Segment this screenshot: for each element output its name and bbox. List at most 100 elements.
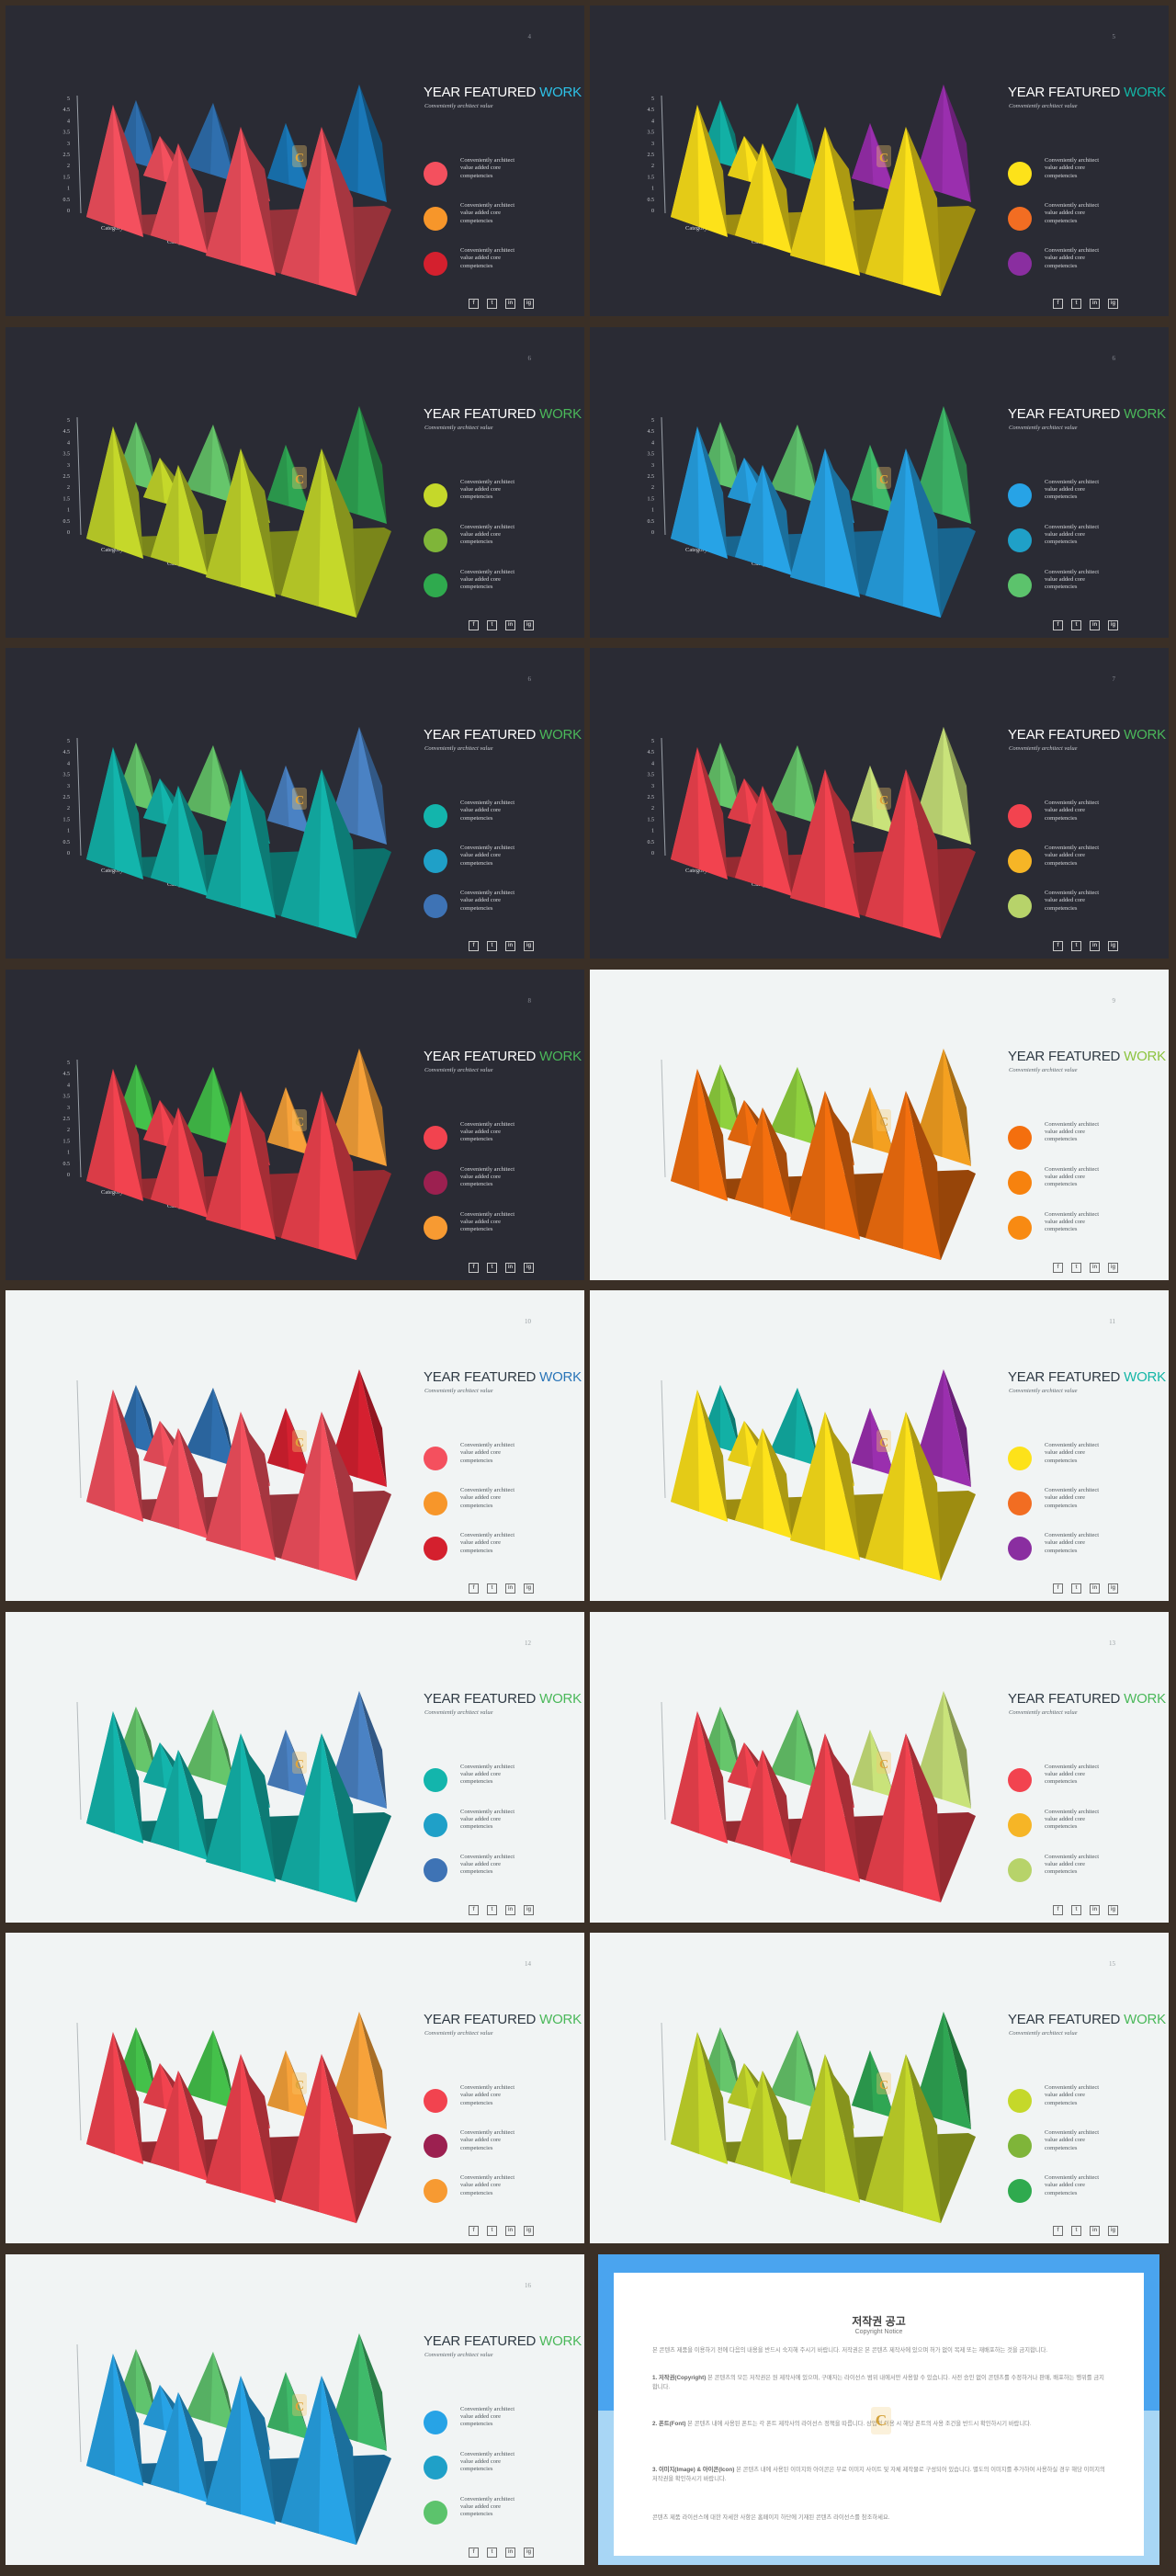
legend-item: Conveniently architect value added core co… <box>424 569 571 600</box>
legend-text: Conveniently architect value added core co… <box>1045 202 1100 224</box>
legend-dot <box>1008 1125 1032 1150</box>
front-pyramid-2 <box>735 143 792 254</box>
instagram-icon[interactable]: ig <box>1108 619 1118 630</box>
facebook-icon[interactable]: f <box>1053 1904 1063 1915</box>
twitter-icon[interactable]: t <box>487 941 497 951</box>
front-pyramid-2-shade-face <box>151 1106 179 1209</box>
twitter-icon[interactable]: t <box>487 619 497 630</box>
linkedin-icon[interactable]: in <box>505 1904 515 1915</box>
twitter-icon[interactable]: t <box>487 2226 497 2236</box>
front-pyramid-1-shade-face <box>86 105 115 227</box>
instagram-icon[interactable]: ig <box>524 1583 534 1594</box>
linkedin-icon[interactable]: in <box>1090 1262 1100 1273</box>
instagram-icon[interactable]: ig <box>1108 1262 1118 1273</box>
title-main: YEAR FEATURED <box>424 1690 540 1707</box>
back-pyramid-3 <box>852 2050 895 2118</box>
legend-dot <box>424 1170 447 1195</box>
facebook-icon[interactable]: f <box>469 1262 479 1273</box>
legend-item: Conveniently architect value added core co… <box>1008 1809 1155 1840</box>
twitter-icon[interactable]: t <box>487 299 497 309</box>
front-pyramid-1-shade-face <box>86 1710 115 1833</box>
facebook-icon[interactable]: f <box>1053 2226 1063 2236</box>
instagram-icon[interactable]: ig <box>1108 941 1118 951</box>
legend-dot <box>424 2500 447 2525</box>
watermark-letter: C <box>879 1116 888 1129</box>
instagram-icon[interactable]: ig <box>524 1904 534 1915</box>
mid-pyramid-1-shade-face <box>143 457 164 503</box>
facebook-icon[interactable]: f <box>469 2547 479 2558</box>
facebook-icon[interactable]: f <box>469 2226 479 2236</box>
twitter-icon[interactable]: t <box>1071 941 1081 951</box>
legend-dot <box>424 849 447 873</box>
linkedin-icon[interactable]: in <box>1090 1583 1100 1594</box>
front-pyramid-2-shade-face <box>151 143 179 244</box>
linkedin-icon[interactable]: in <box>1090 2226 1100 2236</box>
facebook-icon[interactable]: f <box>1053 619 1063 630</box>
instagram-icon[interactable]: ig <box>524 1262 534 1273</box>
linkedin-icon[interactable]: in <box>1090 619 1100 630</box>
instagram-icon[interactable]: ig <box>1108 1583 1118 1594</box>
chart-slide: 12 C YEAR FEATURED WORK Conveniently archit… <box>6 1611 584 1923</box>
back-pyramid-3-shade-face <box>852 444 874 506</box>
front-pyramid-3-shade-face <box>206 2054 241 2193</box>
instagram-icon[interactable]: ig <box>524 299 534 309</box>
twitter-icon[interactable]: t <box>487 1583 497 1594</box>
legend-dot <box>424 2179 447 2203</box>
instagram-icon[interactable]: ig <box>524 2547 534 2558</box>
instagram-icon[interactable]: ig <box>524 619 534 630</box>
legend-text: Conveniently architect value added core co… <box>460 2084 515 2106</box>
linkedin-icon[interactable]: in <box>505 299 515 309</box>
facebook-icon[interactable]: f <box>1053 1583 1063 1594</box>
copyright-paragraph-2-heading: 2. 폰트(Font) <box>652 2421 686 2427</box>
legend-dot <box>1008 1857 1032 1882</box>
facebook-icon[interactable]: f <box>469 1583 479 1594</box>
linkedin-icon[interactable]: in <box>505 2226 515 2236</box>
facebook-icon[interactable]: f <box>469 299 479 309</box>
instagram-icon[interactable]: ig <box>1108 2226 1118 2236</box>
chart-slide: 11 C YEAR FEATURED WORK Conveniently archit… <box>590 1290 1169 1601</box>
back-pyramid-2-shade-face <box>186 2351 213 2423</box>
y-tick-label: 3.5 <box>63 131 71 136</box>
twitter-icon[interactable]: t <box>1071 2226 1081 2236</box>
legend-item: Conveniently architect value added core co… <box>424 1121 571 1152</box>
twitter-icon[interactable]: t <box>1071 299 1081 309</box>
linkedin-icon[interactable]: in <box>505 619 515 630</box>
title-main: YEAR FEATURED <box>1008 405 1125 422</box>
linkedin-icon[interactable]: in <box>505 941 515 951</box>
linkedin-icon[interactable]: in <box>1090 1904 1100 1915</box>
twitter-icon[interactable]: t <box>1071 619 1081 630</box>
back-pyramid-2-shade-face <box>770 103 797 175</box>
linkedin-icon[interactable]: in <box>505 2547 515 2558</box>
facebook-icon[interactable]: f <box>1053 1262 1063 1273</box>
facebook-icon[interactable]: f <box>1053 941 1063 951</box>
twitter-icon[interactable]: t <box>487 1262 497 1273</box>
instagram-icon[interactable]: ig <box>524 941 534 951</box>
back-pyramid-3-shade-face <box>267 1086 289 1149</box>
facebook-icon[interactable]: f <box>1053 299 1063 309</box>
facebook-icon[interactable]: f <box>469 1904 479 1915</box>
linkedin-icon[interactable]: in <box>1090 941 1100 951</box>
legend-item: Conveniently architect value added core co… <box>424 1532 571 1563</box>
twitter-icon[interactable]: t <box>487 1904 497 1915</box>
twitter-icon[interactable]: t <box>1071 1583 1081 1594</box>
linkedin-icon[interactable]: in <box>1090 299 1100 309</box>
linkedin-icon[interactable]: in <box>505 1262 515 1273</box>
front-pyramid-1 <box>671 1390 728 1522</box>
instagram-icon[interactable]: ig <box>1108 299 1118 309</box>
watermark-letter: C <box>295 2079 304 2093</box>
twitter-icon[interactable]: t <box>1071 1904 1081 1915</box>
y-tick-label: 3.5 <box>648 451 655 457</box>
twitter-icon[interactable]: t <box>487 2547 497 2558</box>
back-pyramid-3 <box>852 766 895 834</box>
page-number: 5 <box>1112 33 1116 40</box>
pyramid-chart: C <box>661 1048 976 1260</box>
facebook-icon[interactable]: f <box>469 941 479 951</box>
twitter-icon[interactable]: t <box>1071 1262 1081 1273</box>
linkedin-icon[interactable]: in <box>505 1583 515 1594</box>
instagram-icon[interactable]: ig <box>1108 1904 1118 1915</box>
legend-text: Conveniently architect value added core co… <box>460 890 515 912</box>
mid-pyramid-1-shade-face <box>143 1742 164 1787</box>
instagram-icon[interactable]: ig <box>524 2226 534 2236</box>
facebook-icon[interactable]: f <box>469 619 479 630</box>
